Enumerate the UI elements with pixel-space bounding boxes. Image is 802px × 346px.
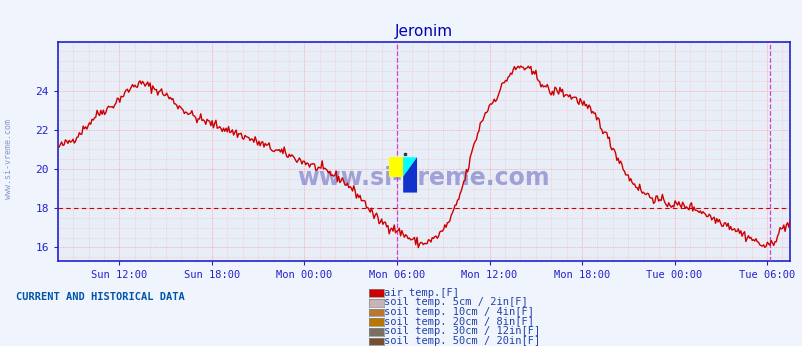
Polygon shape	[403, 157, 416, 193]
Text: soil temp. 50cm / 20in[F]: soil temp. 50cm / 20in[F]	[383, 336, 540, 346]
Text: soil temp. 20cm / 8in[F]: soil temp. 20cm / 8in[F]	[383, 317, 533, 327]
Text: www.si-vreme.com: www.si-vreme.com	[298, 166, 549, 190]
Title: Jeronim: Jeronim	[395, 24, 452, 39]
Text: soil temp. 10cm / 4in[F]: soil temp. 10cm / 4in[F]	[383, 307, 533, 317]
Text: soil temp. 5cm / 2in[F]: soil temp. 5cm / 2in[F]	[383, 298, 527, 307]
Polygon shape	[403, 157, 416, 177]
Text: air temp.[F]: air temp.[F]	[383, 288, 458, 298]
Bar	[389, 157, 403, 177]
Text: www.si-vreme.com: www.si-vreme.com	[4, 119, 14, 199]
Text: CURRENT AND HISTORICAL DATA: CURRENT AND HISTORICAL DATA	[16, 292, 184, 302]
Text: soil temp. 30cm / 12in[F]: soil temp. 30cm / 12in[F]	[383, 327, 540, 336]
